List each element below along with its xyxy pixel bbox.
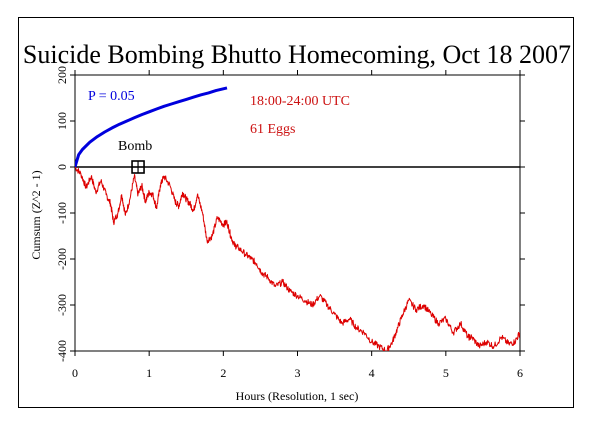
y-tick-label: 100 (55, 112, 69, 130)
x-tick-label: 6 (517, 366, 523, 380)
plot-area: 0 1 2 3 4 5 6 -400 -300 -200 -100 0 100 200 (55, 66, 525, 380)
y-tick-label: 200 (55, 66, 69, 84)
x-tick-label: 2 (220, 366, 226, 380)
p005-envelope-line (75, 86, 228, 168)
x-axis-label: Hours (Resolution, 1 sec) (236, 389, 359, 403)
p-value-label: P = 0.05 (88, 89, 135, 104)
event-label: Bomb (118, 139, 152, 154)
y-tick-label: -300 (55, 294, 69, 316)
x-tick-label: 5 (443, 366, 449, 380)
x-tick-label: 3 (295, 366, 301, 380)
chart-frame (18, 17, 574, 408)
y-axis-label: Cumsum (Z^2 - 1) (29, 170, 43, 259)
x-tick-label: 4 (369, 366, 375, 380)
x-tick-label: 0 (72, 366, 78, 380)
y-tick-label: -200 (55, 248, 69, 270)
time-window-label: 18:00-24:00 UTC (250, 94, 350, 109)
chart-title: Suicide Bombing Bhutto Homecoming, Oct 1… (23, 40, 571, 69)
y-tick-label: -400 (55, 340, 69, 362)
egg-count-label: 61 Eggs (250, 122, 296, 137)
cumsum-series-line (75, 166, 520, 351)
y-tick-label: 0 (55, 164, 69, 170)
x-tick-label: 1 (146, 366, 152, 380)
plot-border (74, 74, 521, 352)
y-tick-label: -100 (55, 202, 69, 224)
